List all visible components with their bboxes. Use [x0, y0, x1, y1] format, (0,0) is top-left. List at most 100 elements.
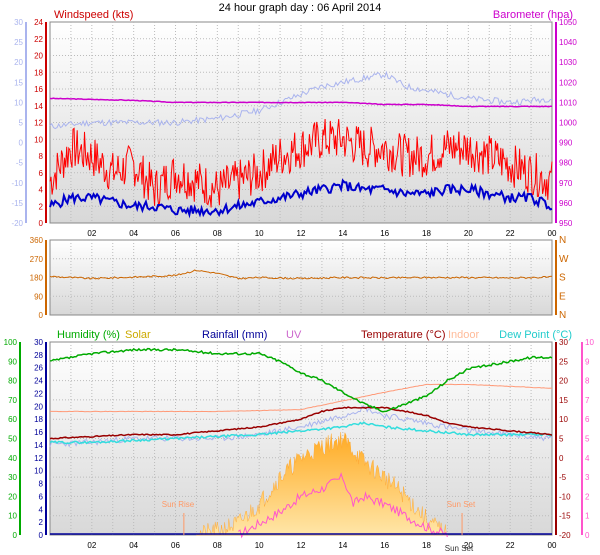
- rainfall-tick-label: 28: [34, 351, 43, 360]
- x-tick-label: 16: [380, 229, 389, 238]
- windspeed-tick-label: 8: [39, 152, 44, 161]
- uv-axis-tick-label: 5: [585, 435, 590, 444]
- x-tick-label: 16: [380, 541, 389, 550]
- temperature-tick-label: 10: [559, 415, 568, 424]
- x-tick-label: 18: [422, 541, 431, 550]
- direction-tick-label: 180: [30, 274, 44, 283]
- rainfall-tick-label: 4: [39, 505, 44, 514]
- x-tick-label: 04: [129, 229, 138, 238]
- windspeed-gust-line: [49, 118, 553, 208]
- x-tick-label: 06: [171, 541, 180, 550]
- windspeed-average-line: [49, 178, 553, 219]
- x-tick-label: 20: [464, 229, 473, 238]
- temperature-tick-label: 0: [559, 454, 564, 463]
- outer-left-tick-label: 20: [14, 58, 23, 67]
- temperature-trace-line: [49, 405, 553, 448]
- rainfall-tick-label: 8: [39, 480, 44, 489]
- temperature-tick-label: -15: [559, 512, 571, 521]
- rainfall-tick-label: 30: [34, 338, 43, 347]
- outer-left-tick-label: 5: [19, 119, 24, 128]
- x-tick-label: 22: [506, 229, 515, 238]
- rainfall-label: Rainfall (mm): [202, 329, 267, 341]
- rainfall-tick-label: 14: [34, 441, 43, 450]
- uv-label: UV: [286, 329, 302, 341]
- compass-tick-label: S: [559, 273, 566, 284]
- temperature-tick-label: 15: [559, 396, 568, 405]
- temperature-tick-label: 20: [559, 377, 568, 386]
- humidity-tick-label: 60: [8, 415, 17, 424]
- direction-tick-label: 0: [39, 311, 44, 320]
- rainfall-tick-label: 12: [34, 454, 43, 463]
- uv-axis-tick-label: 4: [585, 454, 590, 463]
- x-tick-label: 14: [338, 541, 347, 550]
- windspeed-tick-label: 18: [34, 68, 43, 77]
- windspeed-label: Windspeed (kts): [54, 9, 133, 21]
- outer-left-tick-label: -5: [16, 159, 24, 168]
- barometer-tick-label: 1050: [559, 18, 577, 27]
- solar-area: [196, 431, 448, 536]
- outer-left-tick-label: 15: [14, 78, 23, 87]
- outer-left-tick-label: -15: [11, 199, 23, 208]
- x-tick-label: 08: [213, 229, 222, 238]
- uv-axis-tick-label: 9: [585, 357, 590, 366]
- outer-left-tick-label: -20: [11, 219, 23, 228]
- humidity-tick-label: 80: [8, 377, 17, 386]
- humidity-label: Humidity (%): [57, 329, 120, 341]
- indoor-label: Indoor: [448, 329, 480, 341]
- sunrise-annotation: Sun Rise: [162, 500, 195, 509]
- x-tick-label: 06: [171, 229, 180, 238]
- panel-temperature-humidity: Humidity (%) Solar Rainfall (mm) UV Temp…: [4, 329, 595, 553]
- humidity-tick-label: 70: [8, 396, 17, 405]
- x-tick-label: 02: [87, 229, 96, 238]
- barometer-tick-label: 1020: [559, 78, 577, 87]
- barometer-tick-label: 960: [559, 199, 573, 208]
- rainfall-tick-label: 24: [34, 377, 43, 386]
- x-tick-label: 12: [297, 229, 306, 238]
- temperature-label: Temperature (°C): [361, 329, 445, 341]
- uv-axis-tick-label: 8: [585, 377, 590, 386]
- rainfall-tick-label: 26: [34, 364, 43, 373]
- sunset-annotation: Sun Set: [447, 500, 476, 509]
- humidity-tick-label: 20: [8, 492, 17, 501]
- uv-axis-tick-label: 3: [585, 473, 590, 482]
- uv-axis-tick-label: 2: [585, 492, 590, 501]
- humidity-tick-label: 40: [8, 454, 17, 463]
- outer-temp-trace-line: [49, 70, 553, 130]
- windspeed-tick-label: 0: [39, 219, 44, 228]
- windspeed-tick-label: 20: [34, 52, 43, 61]
- sunset-marker: Sun Set: [445, 544, 474, 553]
- windspeed-tick-label: 22: [34, 35, 43, 44]
- outer-left-tick-label: 10: [14, 98, 23, 107]
- x-tick-label: 04: [129, 541, 138, 550]
- compass-tick-label: E: [559, 291, 566, 302]
- windspeed-tick-label: 24: [34, 18, 43, 27]
- x-tick-label: 12: [297, 541, 306, 550]
- wind-direction-line: [49, 269, 553, 280]
- temperature-tick-label: 25: [559, 357, 568, 366]
- compass-tick-label: N: [559, 310, 566, 321]
- uv-axis-tick-label: 7: [585, 396, 590, 405]
- barometer-tick-label: 1030: [559, 58, 577, 67]
- temperature-tick-label: -10: [559, 492, 571, 501]
- x-tick-label: 18: [422, 229, 431, 238]
- temperature-line: [49, 406, 553, 440]
- rainfall-tick-label: 2: [39, 518, 44, 527]
- rainfall-tick-label: 18: [34, 415, 43, 424]
- compass-tick-label: N: [559, 235, 566, 246]
- graph-title: 24 hour graph day : 06 April 2014: [219, 2, 382, 14]
- dewpoint-line: [49, 421, 553, 445]
- barometer-label: Barometer (hpa): [493, 9, 573, 21]
- direction-tick-label: 90: [34, 292, 43, 301]
- x-tick-label: 10: [255, 229, 264, 238]
- temperature-tick-label: -20: [559, 531, 571, 540]
- uv-axis-tick-label: 6: [585, 415, 590, 424]
- outer-left-tick-label: -10: [11, 179, 23, 188]
- humidity-tick-label: 0: [13, 531, 18, 540]
- windspeed-tick-label: 10: [34, 135, 43, 144]
- rainfall-tick-label: 6: [39, 492, 44, 501]
- humidity-tick-label: 10: [8, 512, 17, 521]
- uv-line: [237, 472, 448, 539]
- x-tick-label: 00: [548, 541, 557, 550]
